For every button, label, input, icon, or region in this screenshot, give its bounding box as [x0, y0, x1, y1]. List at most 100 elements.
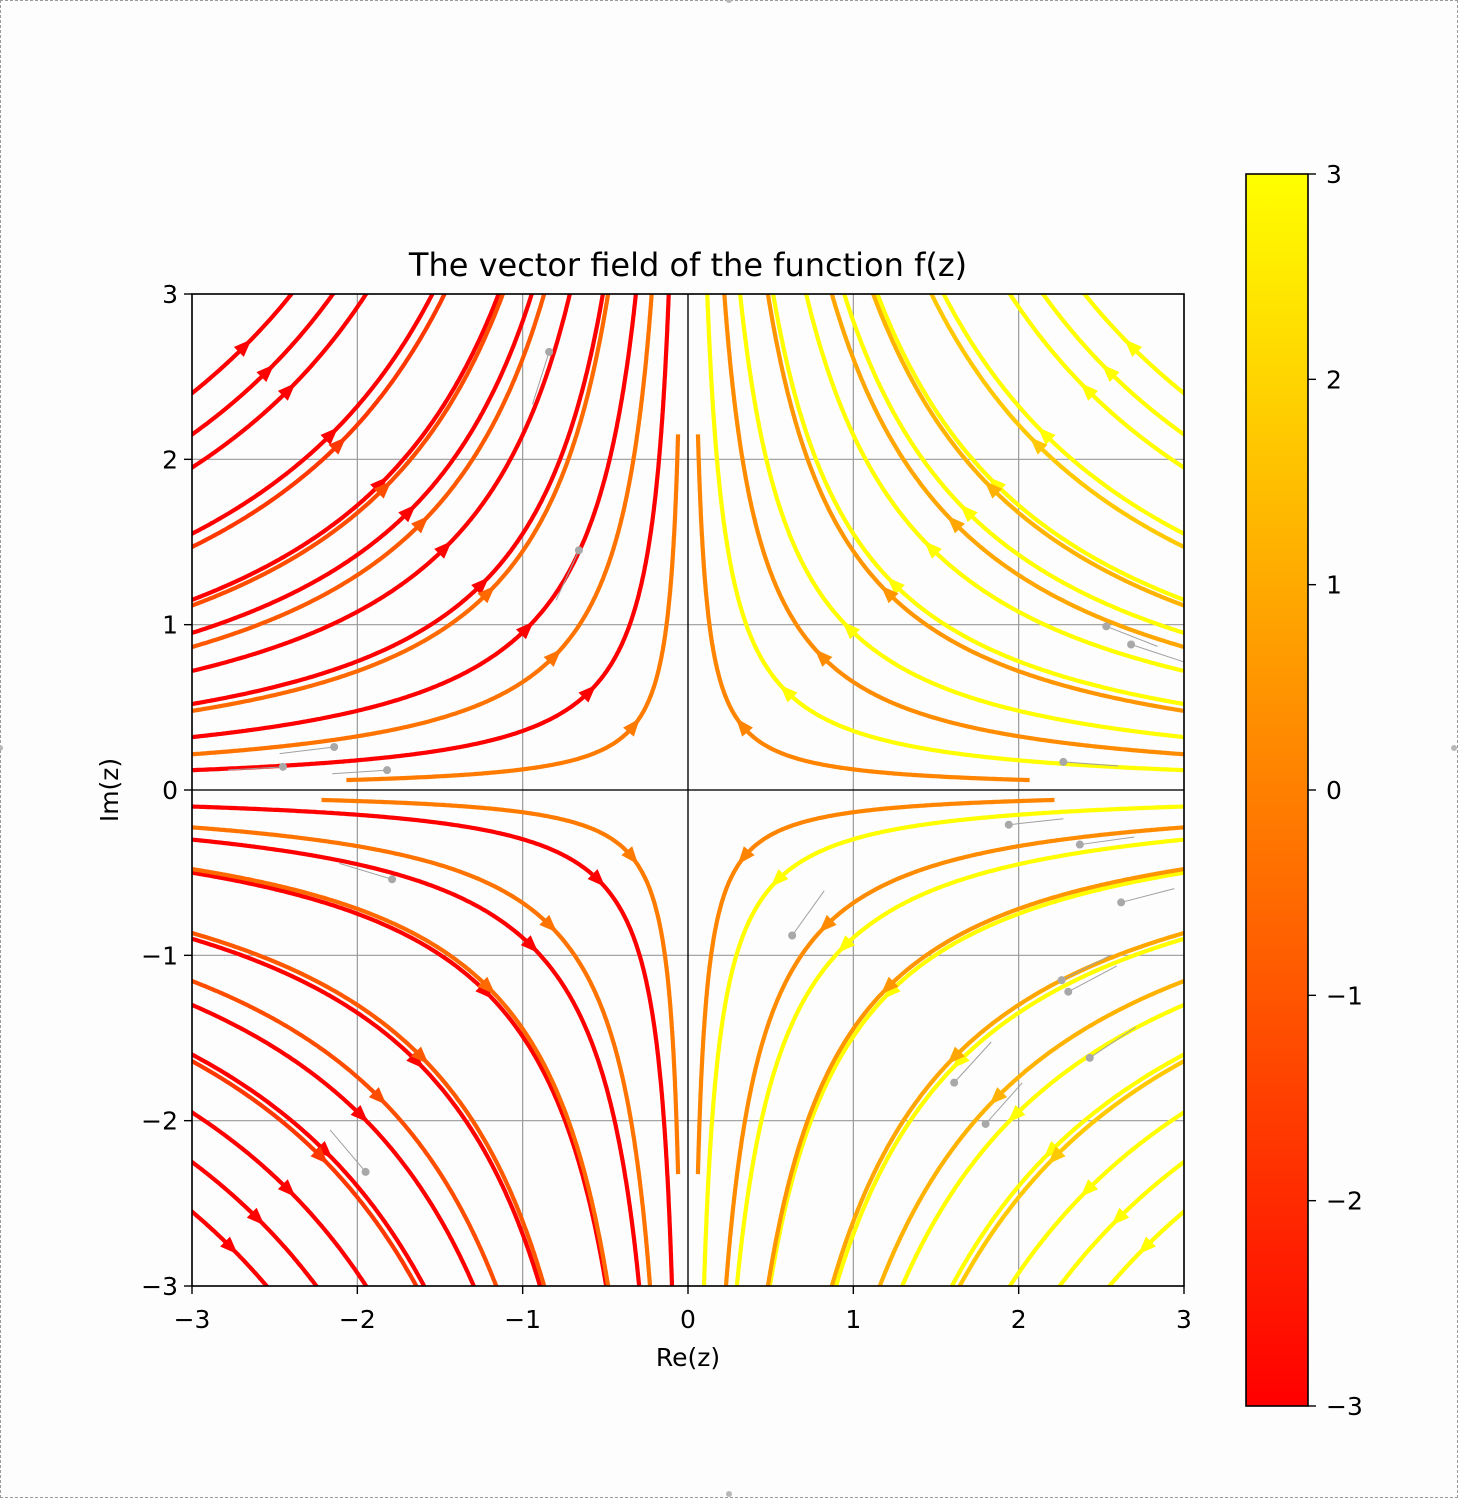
streamline-arrow: [842, 621, 861, 640]
streamline-arrow: [623, 718, 640, 737]
streamline-arrow: [947, 1046, 965, 1065]
streamline-arrow: [220, 1236, 238, 1255]
streamline-arrow: [477, 585, 496, 604]
streamline-arrow: [880, 585, 899, 604]
y-tick-label: −2: [141, 1107, 178, 1136]
y-tick-label: 3: [162, 280, 178, 309]
streamline: [957, 1058, 1184, 1286]
streamline: [192, 294, 606, 707]
gray-marker: [981, 1119, 990, 1128]
gray-marker: [1085, 1053, 1094, 1062]
streamline-arrow: [406, 1050, 424, 1069]
streamline-arrow: [1029, 436, 1048, 455]
streamline-arrow: [882, 981, 901, 1000]
streamline: [1081, 294, 1184, 396]
streamline: [870, 294, 1184, 608]
x-axis-label: Re(z): [656, 1343, 720, 1372]
marker-tail: [339, 862, 393, 880]
marker-tail: [953, 1041, 992, 1083]
gray-marker: [1075, 840, 1084, 849]
axis-lines: [192, 294, 1184, 1286]
marker-tail: [985, 1082, 1023, 1125]
streamline-arrow: [398, 504, 416, 523]
marker-tail: [1089, 1026, 1136, 1059]
marker-tail: [1079, 836, 1135, 846]
streamline: [1007, 1109, 1184, 1286]
x-tick-label: −3: [174, 1305, 211, 1334]
streamline-arrow: [621, 846, 639, 865]
chart-title: The vector field of the function f(z): [408, 246, 967, 284]
streamline-arrow: [989, 1087, 1008, 1105]
streamline-arrow: [411, 515, 429, 534]
streamline-arrow: [233, 339, 252, 357]
streamline-arrow: [350, 1104, 369, 1123]
resize-handle-left[interactable]: [0, 745, 3, 751]
streamline-arrow: [368, 1087, 387, 1105]
streamline-arrow: [475, 981, 494, 1000]
marker-tail: [1130, 644, 1184, 663]
streamline-arrow: [471, 577, 489, 595]
streamline-arrow: [520, 935, 539, 953]
streamline-arrow: [1047, 1146, 1066, 1165]
marker-tail: [791, 890, 825, 936]
colorbar-tick-label: −2: [1326, 1187, 1363, 1216]
streamline-arrow: [887, 577, 905, 595]
streamline: [192, 837, 642, 1286]
streamlines: [192, 294, 1184, 1286]
gray-marker: [383, 766, 392, 775]
gray-marker: [388, 875, 397, 884]
y-tick-label: 2: [162, 445, 178, 474]
streamline-arrow: [370, 476, 388, 495]
streamline-arrow: [947, 515, 965, 534]
streamline: [192, 294, 501, 603]
resize-handle-top[interactable]: [726, 0, 732, 3]
streamline: [192, 870, 609, 1286]
marker-tail: [332, 769, 388, 775]
streamline: [829, 294, 1184, 650]
streamline-arrow: [880, 976, 899, 995]
marker-tail: [1008, 818, 1064, 826]
y-ticks: −3 −2 −1 0 1 2 3: [141, 280, 192, 1301]
streamline-arrow: [988, 476, 1006, 495]
streamline-arrow: [984, 480, 1003, 499]
resize-handle-bottom[interactable]: [726, 1491, 732, 1497]
streamline-arrow: [837, 935, 856, 953]
gray-marker: [278, 762, 287, 771]
gray-marker: [574, 546, 583, 555]
y-axis-label: Im(z): [95, 758, 124, 822]
resize-handle-right[interactable]: [1451, 745, 1457, 751]
gray-marker: [1057, 976, 1066, 985]
colorbar-tick-label: 2: [1326, 365, 1342, 394]
streamline-arrow: [1080, 1179, 1099, 1197]
streamline-arrow: [1111, 1207, 1130, 1226]
y-tick-label: −3: [141, 1272, 178, 1301]
streamline-arrow: [1007, 1104, 1026, 1123]
marker-tail: [1068, 965, 1118, 993]
streamline-arrow: [1080, 383, 1099, 401]
streamline: [767, 870, 1184, 1286]
gray-marker: [1064, 987, 1073, 996]
colorbar: [1245, 173, 1309, 1407]
streamline-arrow: [328, 436, 347, 455]
streamline-arrow: [539, 914, 558, 933]
gray-marker: [361, 1167, 370, 1176]
x-ticks: −3 −2 −1 0 1 2 3: [174, 1286, 1192, 1334]
gray-marker: [950, 1078, 959, 1087]
colorbar-tick-label: −3: [1326, 1392, 1363, 1421]
streamline: [734, 837, 1184, 1286]
y-tick-label: 0: [162, 776, 178, 805]
streamline: [192, 294, 547, 650]
streamline-arrow: [246, 1207, 265, 1226]
streamline-arrow: [737, 846, 755, 865]
streamline-arrow: [1037, 427, 1056, 445]
gray-marker: [1059, 757, 1068, 766]
y-tick-label: 1: [162, 611, 178, 640]
streamline: [192, 294, 295, 396]
marker-tail: [227, 766, 283, 771]
streamline-arrow: [277, 1179, 296, 1197]
streamline: [192, 1052, 427, 1286]
streamline-arrow: [543, 649, 562, 667]
marker-tail: [1063, 761, 1119, 767]
marker-tail: [532, 351, 550, 405]
